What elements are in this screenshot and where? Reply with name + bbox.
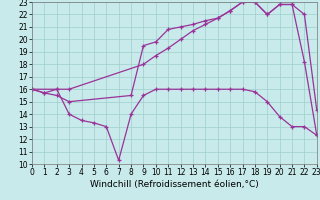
X-axis label: Windchill (Refroidissement éolien,°C): Windchill (Refroidissement éolien,°C) [90, 180, 259, 189]
